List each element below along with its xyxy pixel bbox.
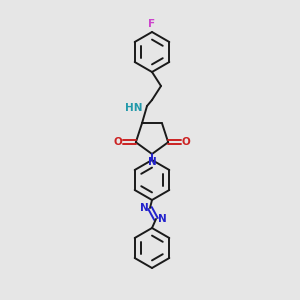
- Text: F: F: [148, 19, 156, 29]
- Text: N: N: [158, 214, 166, 224]
- Text: O: O: [182, 137, 190, 147]
- Text: N: N: [140, 203, 148, 213]
- Text: HN: HN: [124, 103, 142, 113]
- Text: N: N: [148, 157, 156, 167]
- Text: O: O: [113, 137, 122, 147]
